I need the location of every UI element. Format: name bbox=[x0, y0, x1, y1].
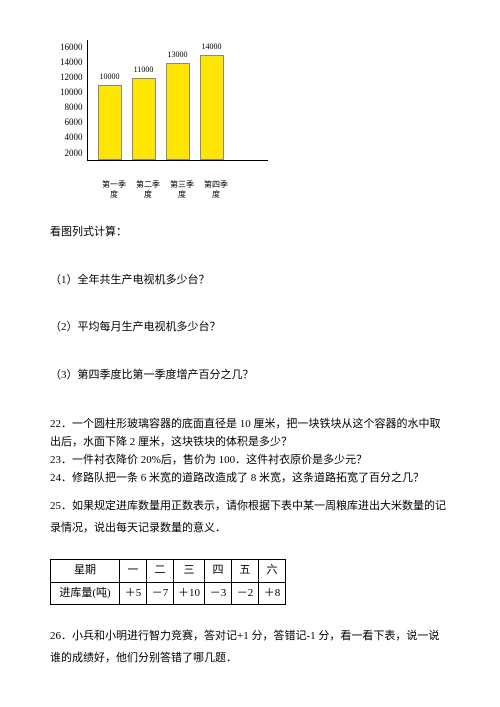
x-label: 第一季度 bbox=[102, 180, 126, 199]
bar-chart: 16000 14000 12000 10000 8000 6000 4000 2… bbox=[60, 40, 450, 199]
y-tick: 12000 bbox=[60, 70, 83, 84]
day-cell: 三 bbox=[174, 560, 205, 583]
question-21-2: （2）平均每月生产电视机多少台？ bbox=[50, 319, 450, 337]
value-cell: ＋5 bbox=[120, 582, 147, 605]
table-row: 进库量(吨) ＋5 －7 ＋10 －3 －2 ＋8 bbox=[51, 582, 286, 605]
value-cell: －3 bbox=[205, 582, 232, 605]
question-24: 24．修路队把一条 6 米宽的道路改造成了 8 米宽，这条道路拓宽了百分之几？ bbox=[50, 470, 450, 488]
value-cell: ＋10 bbox=[174, 582, 205, 605]
y-tick: 16000 bbox=[60, 40, 83, 54]
y-tick: 4000 bbox=[65, 130, 83, 144]
bar-value-label: 14000 bbox=[202, 41, 222, 54]
bar-q3: 13000 bbox=[166, 63, 190, 161]
plot-area: 10000 11000 13000 14000 bbox=[87, 40, 268, 161]
day-cell: 五 bbox=[232, 560, 259, 583]
y-axis: 16000 14000 12000 10000 8000 6000 4000 2… bbox=[60, 40, 87, 160]
header-day: 星期 bbox=[51, 560, 120, 583]
day-cell: 六 bbox=[259, 560, 286, 583]
bar-q4: 14000 bbox=[200, 55, 224, 160]
value-cell: －7 bbox=[147, 582, 174, 605]
day-cell: 四 bbox=[205, 560, 232, 583]
bar-q2: 11000 bbox=[132, 78, 156, 161]
x-label: 第二季度 bbox=[136, 180, 160, 199]
bar-q1: 10000 bbox=[98, 85, 122, 160]
y-tick: 8000 bbox=[65, 100, 83, 114]
y-tick: 2000 bbox=[65, 146, 83, 160]
bar-value-label: 11000 bbox=[134, 64, 154, 77]
chart-intro: 看图列式计算： bbox=[50, 224, 450, 242]
value-cell: ＋8 bbox=[259, 582, 286, 605]
question-21-1: （1）全年共生产电视机多少台？ bbox=[50, 272, 450, 290]
day-cell: 一 bbox=[120, 560, 147, 583]
y-tick: 14000 bbox=[60, 55, 83, 69]
x-axis: 第一季度 第二季度 第三季度 第四季度 bbox=[92, 180, 252, 199]
question-25: 25．如果规定进库数量用正数表示，请你根据下表中某一周粮库进出大米数量的记录情况… bbox=[50, 495, 450, 539]
question-22: 22．一个圆柱形玻璃容器的底面直径是 10 厘米，把一块铁块从这个容器的水中取出… bbox=[50, 415, 450, 452]
value-cell: －2 bbox=[232, 582, 259, 605]
header-amount: 进库量(吨) bbox=[51, 582, 120, 605]
question-21-3: （3）第四季度比第一季度增产百分之几？ bbox=[50, 367, 450, 385]
x-label: 第四季度 bbox=[204, 180, 228, 199]
question-23: 23．一件衬衣降价 20%后，售价为 100．这件衬衣原价是多少元？ bbox=[50, 452, 450, 470]
bar-value-label: 10000 bbox=[100, 71, 120, 84]
y-tick: 10000 bbox=[60, 85, 83, 99]
x-label: 第三季度 bbox=[170, 180, 194, 199]
y-tick: 6000 bbox=[65, 115, 83, 129]
table-row: 星期 一 二 三 四 五 六 bbox=[51, 560, 286, 583]
inventory-table: 星期 一 二 三 四 五 六 进库量(吨) ＋5 －7 ＋10 －3 －2 ＋8 bbox=[50, 559, 286, 605]
question-26: 26．小兵和小明进行智力竞赛，答对记+1 分，答错记-1 分，看一看下表，说一说… bbox=[50, 625, 450, 669]
day-cell: 二 bbox=[147, 560, 174, 583]
bar-value-label: 13000 bbox=[168, 49, 188, 62]
